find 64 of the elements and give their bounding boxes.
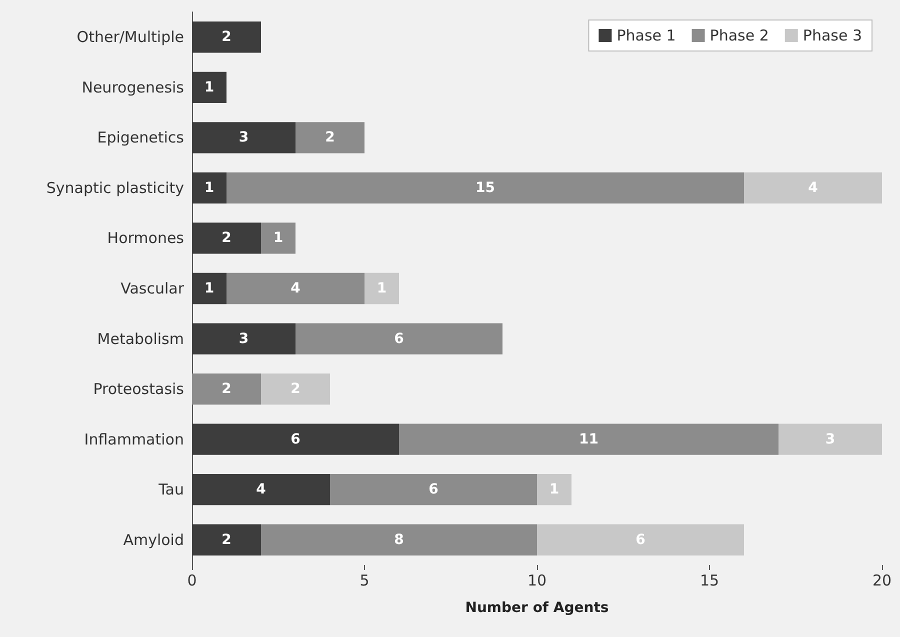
y-tick-label: Synaptic plasticity: [46, 178, 184, 197]
bar: [296, 122, 364, 154]
bar: [192, 22, 261, 53]
y-tick-label: Epigenetics: [97, 128, 184, 147]
data-label: 3: [238, 330, 249, 347]
data-label: 6: [428, 482, 438, 498]
x-axis-title: Number of Agents: [465, 600, 609, 616]
bar: [261, 524, 537, 556]
data-label: 2: [325, 130, 335, 146]
data-label: 2: [222, 381, 232, 398]
data-label: 4: [256, 482, 266, 498]
x-tick-label: 5: [360, 572, 370, 590]
y-tick-label: Proteostasis: [93, 380, 184, 398]
data-label: 6: [394, 330, 404, 347]
bar: [192, 222, 261, 254]
y-tick-label: Tau: [158, 480, 184, 499]
bar: [537, 524, 744, 556]
data-label: 6: [290, 431, 300, 448]
x-tick-label: 15: [700, 572, 720, 590]
data-label: 1: [204, 180, 214, 196]
data-label: 1: [204, 280, 214, 296]
bar: [192, 72, 226, 103]
y-tick-label: Inflammation: [84, 430, 184, 448]
x-tick-label: 10: [527, 572, 547, 590]
legend-label: Phase 3: [802, 26, 862, 44]
bar: [226, 172, 744, 204]
bar: [192, 272, 226, 304]
bar: [192, 323, 296, 354]
bar: [192, 474, 330, 506]
data-label: 3: [238, 130, 249, 146]
data-label: 1: [204, 79, 214, 96]
bar: [192, 373, 261, 405]
bar: [192, 172, 226, 204]
data-label: 8: [394, 532, 404, 548]
data-label: 11: [579, 431, 598, 448]
y-tick-label: Metabolism: [97, 330, 184, 348]
bar: [364, 272, 399, 304]
y-tick-label: Vascular: [120, 280, 185, 298]
bar: [744, 172, 882, 204]
bar: [296, 323, 502, 354]
bar: [261, 222, 296, 254]
y-tick-label: Amyloid: [123, 530, 184, 549]
bar: [330, 474, 537, 506]
y-tick-label: Neurogenesis: [82, 78, 184, 96]
x-tick-label: 0: [187, 572, 197, 590]
bar: [537, 474, 572, 506]
bar: [778, 424, 882, 455]
data-label: 2: [222, 230, 232, 246]
bar: [192, 122, 296, 154]
data-label: 4: [290, 280, 301, 296]
bar: [261, 373, 330, 405]
bar: [399, 424, 778, 455]
data-label: 2: [222, 29, 232, 46]
y-tick-label: Other/Multiple: [76, 28, 184, 46]
bar: [226, 272, 364, 304]
data-label: 1: [273, 230, 284, 246]
x-tick-label: 20: [872, 572, 892, 590]
y-tick-label: Hormones: [107, 229, 184, 248]
legend-label: Phase 1: [616, 26, 676, 44]
data-label: 15: [476, 180, 495, 196]
data-label: 2: [222, 532, 232, 548]
bar: [192, 524, 261, 556]
legend-label: Phase 2: [710, 26, 769, 44]
bar: [192, 424, 399, 455]
